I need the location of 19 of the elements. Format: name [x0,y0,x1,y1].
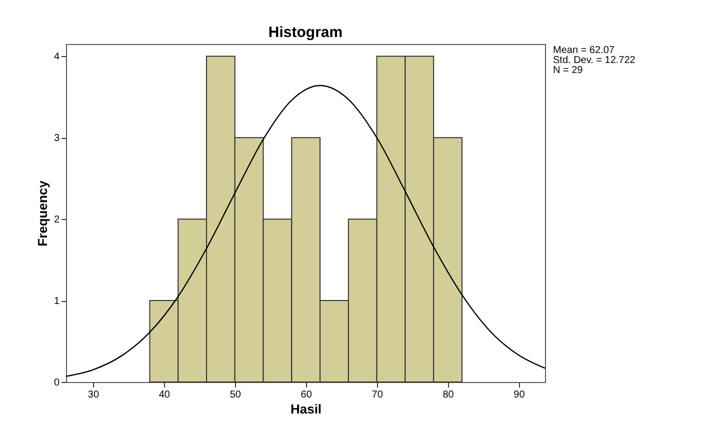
y-tick-label: 1 [54,296,60,308]
x-tick-label: 70 [372,390,384,400]
x-tick-label: 90 [514,390,526,400]
text: Mean = 62.07 [553,45,615,56]
x-tick-label: 40 [158,390,170,400]
x-axis-title: Hasil [290,402,322,416]
x-tick-label: 30 [88,390,100,400]
x-tick-label: 50 [230,390,242,400]
x-tick-label: 80 [442,390,454,400]
x-tick-label: 60 [300,390,312,400]
y-tick-label: 2 [54,214,60,226]
y-tick-label: 4 [54,52,60,63]
text: N = 29 [553,65,584,76]
text: Std. Dev. = 12.722 [553,55,636,66]
y-tick-label: 0 [54,378,60,388]
chart-title: Histogram [268,24,343,41]
line-series [65,84,546,377]
y-axis-title: Frequency [34,180,50,246]
y-tick-label: 3 [54,133,60,144]
